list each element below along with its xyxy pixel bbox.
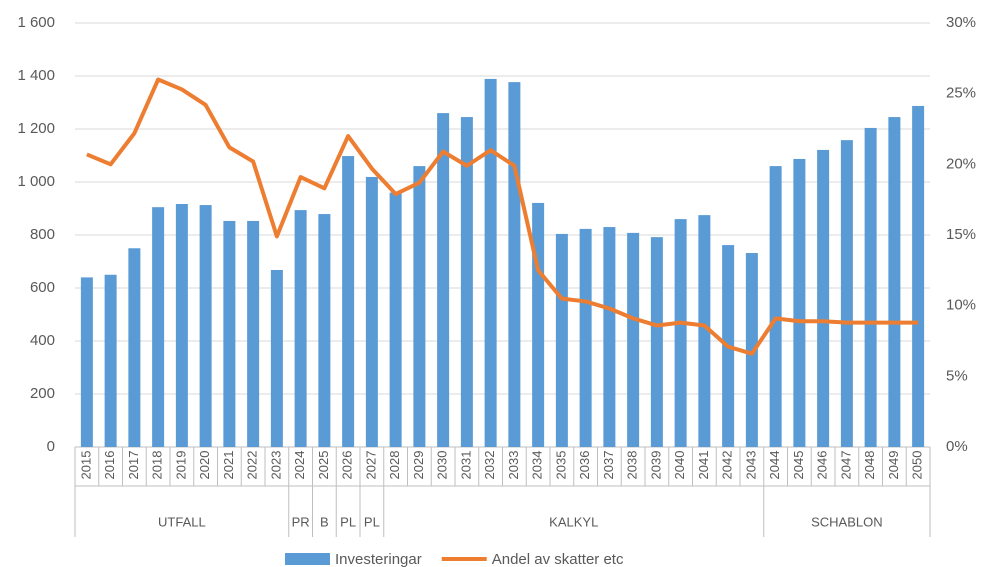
y-tick-label: 1 400 <box>17 67 55 84</box>
x-tick-label: 2049 <box>886 451 901 480</box>
x-tick-label: 2019 <box>173 451 188 480</box>
x-tick-label: 2045 <box>791 451 806 480</box>
y2-tick-label: 20% <box>946 155 976 172</box>
legend-label: Investeringar <box>335 551 422 567</box>
bar <box>199 205 212 447</box>
y-tick-label: 400 <box>30 332 55 349</box>
bar <box>365 176 378 447</box>
x-tick-label: 2020 <box>197 451 212 480</box>
bar <box>650 237 663 447</box>
y2-tick-label: 5% <box>946 367 968 384</box>
bar <box>342 156 355 447</box>
x-tick-label: 2030 <box>435 451 450 480</box>
group-label: B <box>320 514 329 529</box>
y-tick-label: 1 600 <box>17 14 55 31</box>
bar <box>912 105 925 447</box>
y-tick-label: 0 <box>47 438 55 455</box>
y-tick-label: 600 <box>30 279 55 296</box>
bar <box>674 219 687 447</box>
bar <box>769 166 782 447</box>
x-tick-label: 2016 <box>102 451 117 480</box>
bar <box>484 78 497 447</box>
bar <box>389 192 402 447</box>
y-tick-label: 800 <box>30 226 55 243</box>
x-tick-label: 2037 <box>601 451 616 480</box>
x-tick-label: 2029 <box>411 451 426 480</box>
y2-tick-label: 25% <box>946 85 976 102</box>
y2-tick-label: 0% <box>946 438 968 455</box>
legend-swatch <box>285 553 330 565</box>
x-tick-label: 2023 <box>268 451 283 480</box>
x-tick-label: 2047 <box>838 451 853 480</box>
x-tick-label: 2034 <box>530 451 545 480</box>
bar <box>532 202 545 447</box>
bar <box>603 227 616 447</box>
x-tick-label: 2033 <box>506 451 521 480</box>
bar <box>80 277 93 447</box>
y2-tick-label: 15% <box>946 226 976 243</box>
x-tick-label: 2042 <box>720 451 735 480</box>
group-label: UTFALL <box>158 514 206 529</box>
x-tick-label: 2046 <box>815 451 830 480</box>
x-tick-label: 2024 <box>292 451 307 480</box>
group-label: SCHABLON <box>811 514 883 529</box>
bar <box>104 274 117 447</box>
bar <box>318 214 331 447</box>
bar <box>508 82 521 447</box>
bar <box>817 149 830 447</box>
x-tick-label: 2022 <box>245 451 260 480</box>
x-tick-label: 2025 <box>316 451 331 480</box>
bar <box>888 117 901 447</box>
x-tick-label: 2028 <box>387 451 402 480</box>
line <box>86 77 919 356</box>
bar <box>294 210 307 447</box>
x-tick-label: 2038 <box>625 451 640 480</box>
bar <box>460 117 473 447</box>
bar <box>555 233 568 447</box>
group-label: KALKYL <box>549 514 598 529</box>
y2-tick-label: 10% <box>946 297 976 314</box>
y-tick-label: 1 200 <box>17 120 55 137</box>
group-label: PL <box>340 514 356 529</box>
bar <box>745 253 758 447</box>
bar <box>437 113 450 447</box>
legend-label: Andel av skatter etc <box>492 551 624 567</box>
bar <box>413 166 426 447</box>
x-tick-label: 2031 <box>458 451 473 480</box>
bar <box>152 207 165 447</box>
x-tick-label: 2036 <box>577 451 592 480</box>
x-tick-label: 2035 <box>553 451 568 480</box>
x-tick-label: 2017 <box>126 451 141 480</box>
bar <box>840 140 853 447</box>
x-tick-label: 2044 <box>767 451 782 480</box>
x-tick-label: 2050 <box>910 451 925 480</box>
bar <box>864 127 877 447</box>
bar <box>579 228 592 447</box>
bar <box>793 158 806 447</box>
x-tick-label: 2027 <box>363 451 378 480</box>
y-tick-label: 1 000 <box>17 173 55 190</box>
x-tick-label: 2021 <box>221 451 236 480</box>
x-tick-label: 2018 <box>150 451 165 480</box>
y-tick-label: 200 <box>30 385 55 402</box>
x-tick-label: 2043 <box>743 451 758 480</box>
y2-tick-label: 30% <box>946 14 976 31</box>
x-tick-label: 2032 <box>482 451 497 480</box>
bar <box>175 203 188 447</box>
bar <box>128 248 141 447</box>
x-tick-label: 2048 <box>862 451 877 480</box>
bar <box>627 232 640 447</box>
bar <box>223 220 236 447</box>
x-tick-label: 2041 <box>696 451 711 480</box>
bar <box>698 215 711 447</box>
x-tick-label: 2040 <box>672 451 687 480</box>
x-tick-label: 2039 <box>648 451 663 480</box>
group-label: PL <box>364 514 380 529</box>
bar <box>270 269 283 447</box>
group-label: PR <box>292 514 310 529</box>
x-tick-label: 2026 <box>340 451 355 480</box>
x-tick-label: 2015 <box>78 451 93 480</box>
bar <box>247 220 260 447</box>
